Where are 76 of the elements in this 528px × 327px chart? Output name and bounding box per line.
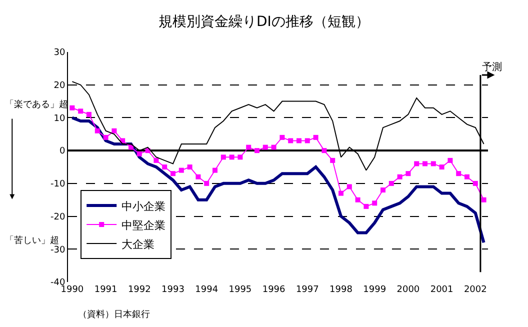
- point: [136, 151, 142, 156]
- y-tick-label: -20: [50, 212, 66, 222]
- point: [430, 161, 436, 166]
- point: [196, 174, 201, 180]
- x-tick-label: 1990: [60, 285, 84, 295]
- point: [448, 158, 453, 163]
- y-tick-label: 30: [54, 48, 66, 58]
- point: [414, 161, 420, 166]
- annotation: 「楽である」超: [5, 99, 68, 110]
- point: [94, 128, 100, 134]
- point: [472, 180, 478, 186]
- legend-label: 大企業: [122, 238, 155, 251]
- point: [422, 161, 428, 166]
- x-tick-label: 1995: [228, 285, 252, 295]
- point: [464, 174, 470, 180]
- text: （資料）日本銀行: [78, 309, 150, 320]
- y-tick-label: -10: [50, 180, 66, 190]
- point: [103, 134, 108, 140]
- point: [78, 108, 84, 114]
- point: [70, 105, 75, 110]
- point: [170, 171, 176, 176]
- x-tick-label: 1998: [330, 285, 353, 295]
- text: 「苦しい」超: [5, 235, 59, 246]
- y-tick-label: -30: [50, 245, 66, 256]
- x-tick-label: 1992: [128, 285, 151, 295]
- legend-label: 中堅企業: [122, 218, 166, 232]
- point: [406, 171, 411, 176]
- point: [246, 144, 252, 150]
- x-tick-label: 1996: [262, 285, 286, 295]
- point: [304, 138, 310, 144]
- point: [204, 180, 210, 186]
- point: [220, 154, 226, 160]
- x-tick-label: 2001: [430, 285, 454, 295]
- point: [280, 134, 285, 140]
- point: [271, 144, 276, 150]
- x-tick-label: 2000: [396, 285, 420, 295]
- point: [296, 138, 302, 144]
- ref-line-label: 予測: [482, 61, 502, 73]
- point: [212, 168, 218, 173]
- point: [128, 144, 134, 150]
- point: [346, 184, 352, 190]
- x-tick-label: 1993: [162, 285, 184, 295]
- x-tick-label: 1994: [195, 285, 218, 295]
- point: [229, 154, 234, 160]
- point: [322, 148, 327, 154]
- y-tick-label: 20: [54, 81, 66, 92]
- x-tick-label: 2002: [464, 285, 487, 295]
- point: [338, 190, 344, 196]
- point: [372, 200, 378, 206]
- point: [397, 174, 402, 180]
- point: [364, 204, 369, 209]
- x-tick-label: 1997: [296, 285, 319, 295]
- point: [456, 171, 462, 176]
- point: [388, 180, 394, 186]
- x-tick-label: 1991: [94, 285, 118, 295]
- point: [162, 164, 168, 170]
- point: [288, 138, 294, 144]
- point: [439, 164, 444, 170]
- point: [481, 197, 486, 202]
- point: [112, 128, 117, 134]
- y-tick-label: 10: [54, 114, 66, 124]
- point: [238, 154, 243, 160]
- point: [330, 158, 336, 163]
- point: [254, 148, 260, 154]
- chart-title: 規模別資金繰りDIの推移（短観）: [158, 14, 370, 30]
- legend-label: 中小企業: [122, 200, 166, 213]
- point: [86, 112, 92, 117]
- point: [154, 158, 159, 163]
- point: [262, 144, 268, 150]
- point: [380, 188, 386, 192]
- x-tick-label: 1999: [363, 285, 386, 295]
- y-tick-label: 0: [59, 146, 66, 157]
- point: [313, 134, 318, 140]
- point: [178, 168, 184, 173]
- point: [355, 197, 360, 202]
- point: [187, 164, 192, 170]
